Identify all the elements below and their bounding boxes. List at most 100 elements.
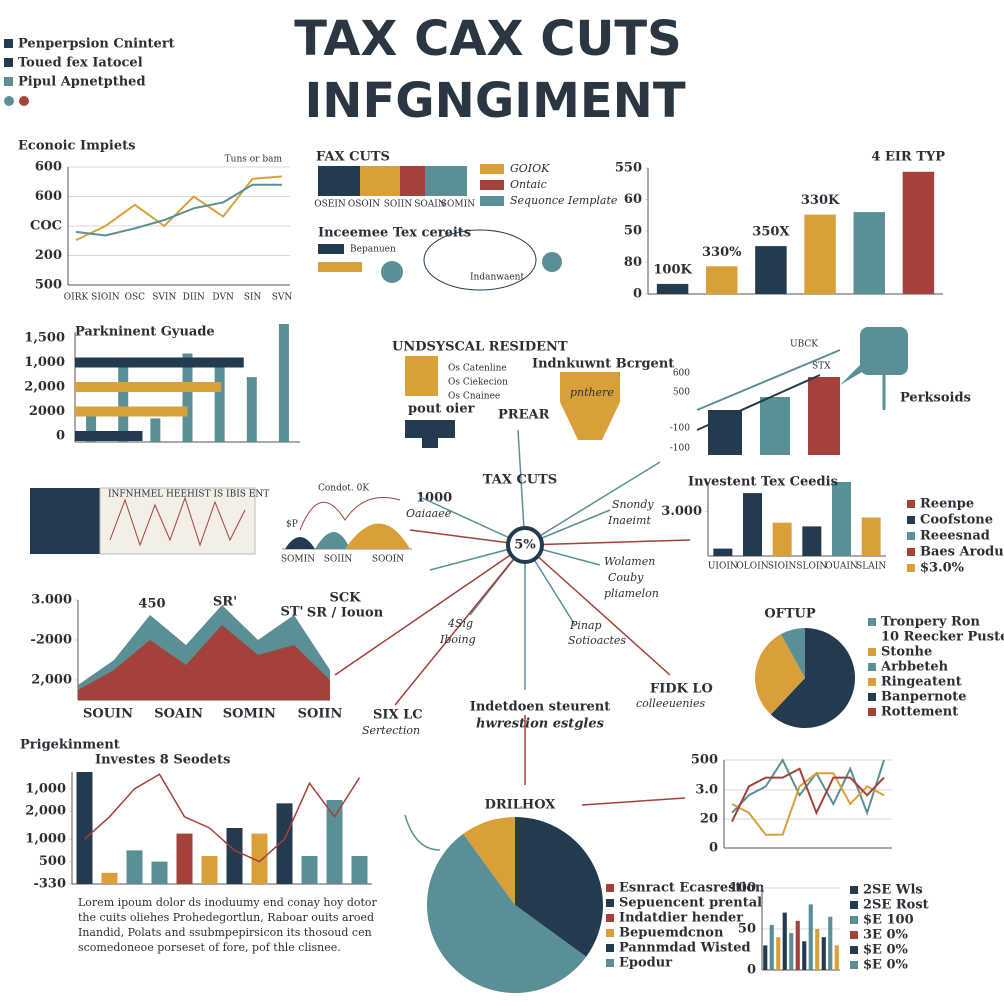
pie-slice [780,628,805,678]
bar [276,803,293,884]
legend-label: Epodur [619,956,672,971]
hump [315,532,350,549]
x-tick-label: SOIIN [298,707,343,722]
y-tick-label: 2,000 [24,380,65,395]
y-tick-label: 550 [615,161,642,176]
pie-slice [426,833,587,993]
spoke [334,544,526,676]
bar [804,214,836,294]
tick-label: SOMIN [441,200,475,210]
bar [126,850,143,884]
bar [251,833,268,884]
y-tick-label: 500 [39,854,66,869]
spoke [517,429,526,546]
legend-label: $E 100 [863,913,914,928]
pie-slice [755,634,805,715]
legend-swatch [4,39,13,48]
bar [706,266,738,294]
flag-chart [99,487,256,555]
y-tick-label: -330 [33,877,66,892]
annotation: 450 [138,597,165,612]
label: Wolamen [604,555,655,568]
legend-label: Ringeatent [881,675,962,690]
bar [176,833,193,884]
y-tick-label: 0 [633,287,642,302]
label: UNDSYSCAL RESIDENT [392,340,568,355]
hub-ring [506,526,544,564]
header-legend: Penperpsion Cnintert Toued fex Iatocel P… [4,37,175,106]
label: -100 [670,444,690,454]
label: Inaeimt [607,514,651,527]
legend-label: Indatdier hender [619,911,743,926]
label: Os Catenline [448,364,507,374]
label: PREAR [498,408,550,423]
x-tick-label: OLOIN [736,562,768,572]
y-tick-label: 500 [691,753,718,768]
tick-label: SOIIN [384,200,413,210]
label: Bepanuen [350,245,396,255]
coin [542,252,562,272]
label: Sertection [362,724,420,737]
legend-swatch [480,180,504,190]
label: hwrestion estgles [476,717,605,732]
bar [763,945,768,970]
x-tick-label: DIIN [183,293,205,303]
legend-swatch [868,663,876,671]
legend-label: Esnract Ecasrestion [619,881,765,896]
y-tick-label: 1,000 [25,781,66,796]
label: INFNHMEL HEEHIST IS IBIS ENT [108,490,269,500]
legend-label: $E 0% [863,943,909,958]
bar [656,283,689,294]
legend-label: $E 0% [863,958,909,973]
swatch [318,244,344,254]
hub [334,429,691,851]
icon-bar [808,377,840,455]
chart-title: Investent Tex Ceedis [688,475,838,490]
legend-label: Sepuencent prental [619,896,762,911]
legend-label: Rottement [881,705,958,720]
label: TAX CUTS [483,473,557,488]
main-title: TAX CAX CUTS [294,11,682,67]
chart-title: Econoic Impiets [18,139,135,154]
annotation: SR / Iouon [307,606,384,621]
bar [75,357,244,368]
segment [400,166,425,196]
legend-label: Reeesnad [920,529,990,544]
x-tick-label: SOUIN [83,707,133,722]
label: pnthere [570,386,614,399]
legend-swatch [606,944,614,952]
y-tick-label: 20 [700,811,718,826]
bar [776,937,781,970]
annotation: Tuns or bam [225,155,283,165]
x-tick-label: SOMIN [223,707,276,722]
spoke [394,544,526,706]
label: Os Cnainee [448,392,500,402]
bar [808,904,813,970]
legend-swatch [907,500,915,508]
column [150,418,161,442]
y-tick-label: 3.0 [695,782,718,797]
bar [743,493,762,556]
x-tick-label: SLAIN [856,562,886,572]
bar [226,828,243,884]
bar [902,171,935,294]
annotation: 100K [653,262,692,277]
legend-label: 10 Reecker Pustens [881,630,1004,645]
legend-swatch [4,77,13,86]
legend-swatch [907,532,915,540]
x-tick-label: SIOIN [91,293,120,303]
arrow [404,814,441,851]
spoke [409,529,526,546]
arrow [696,374,821,431]
segment [360,166,400,196]
label: SIX LC [373,708,423,723]
y-tick-label: -2000 [30,633,72,648]
paragraph-line: scomedoneoe porseset of fore, pof thle c… [78,941,341,954]
icon [860,327,908,375]
paragraph-line: Lorem ipoum dolor ds inoduumy end conay … [78,896,378,909]
y-tick-label: COC [30,219,62,234]
legend-label: 2SE Rost [863,898,929,913]
label: $P [286,520,298,530]
line [731,772,885,836]
line [75,183,282,237]
